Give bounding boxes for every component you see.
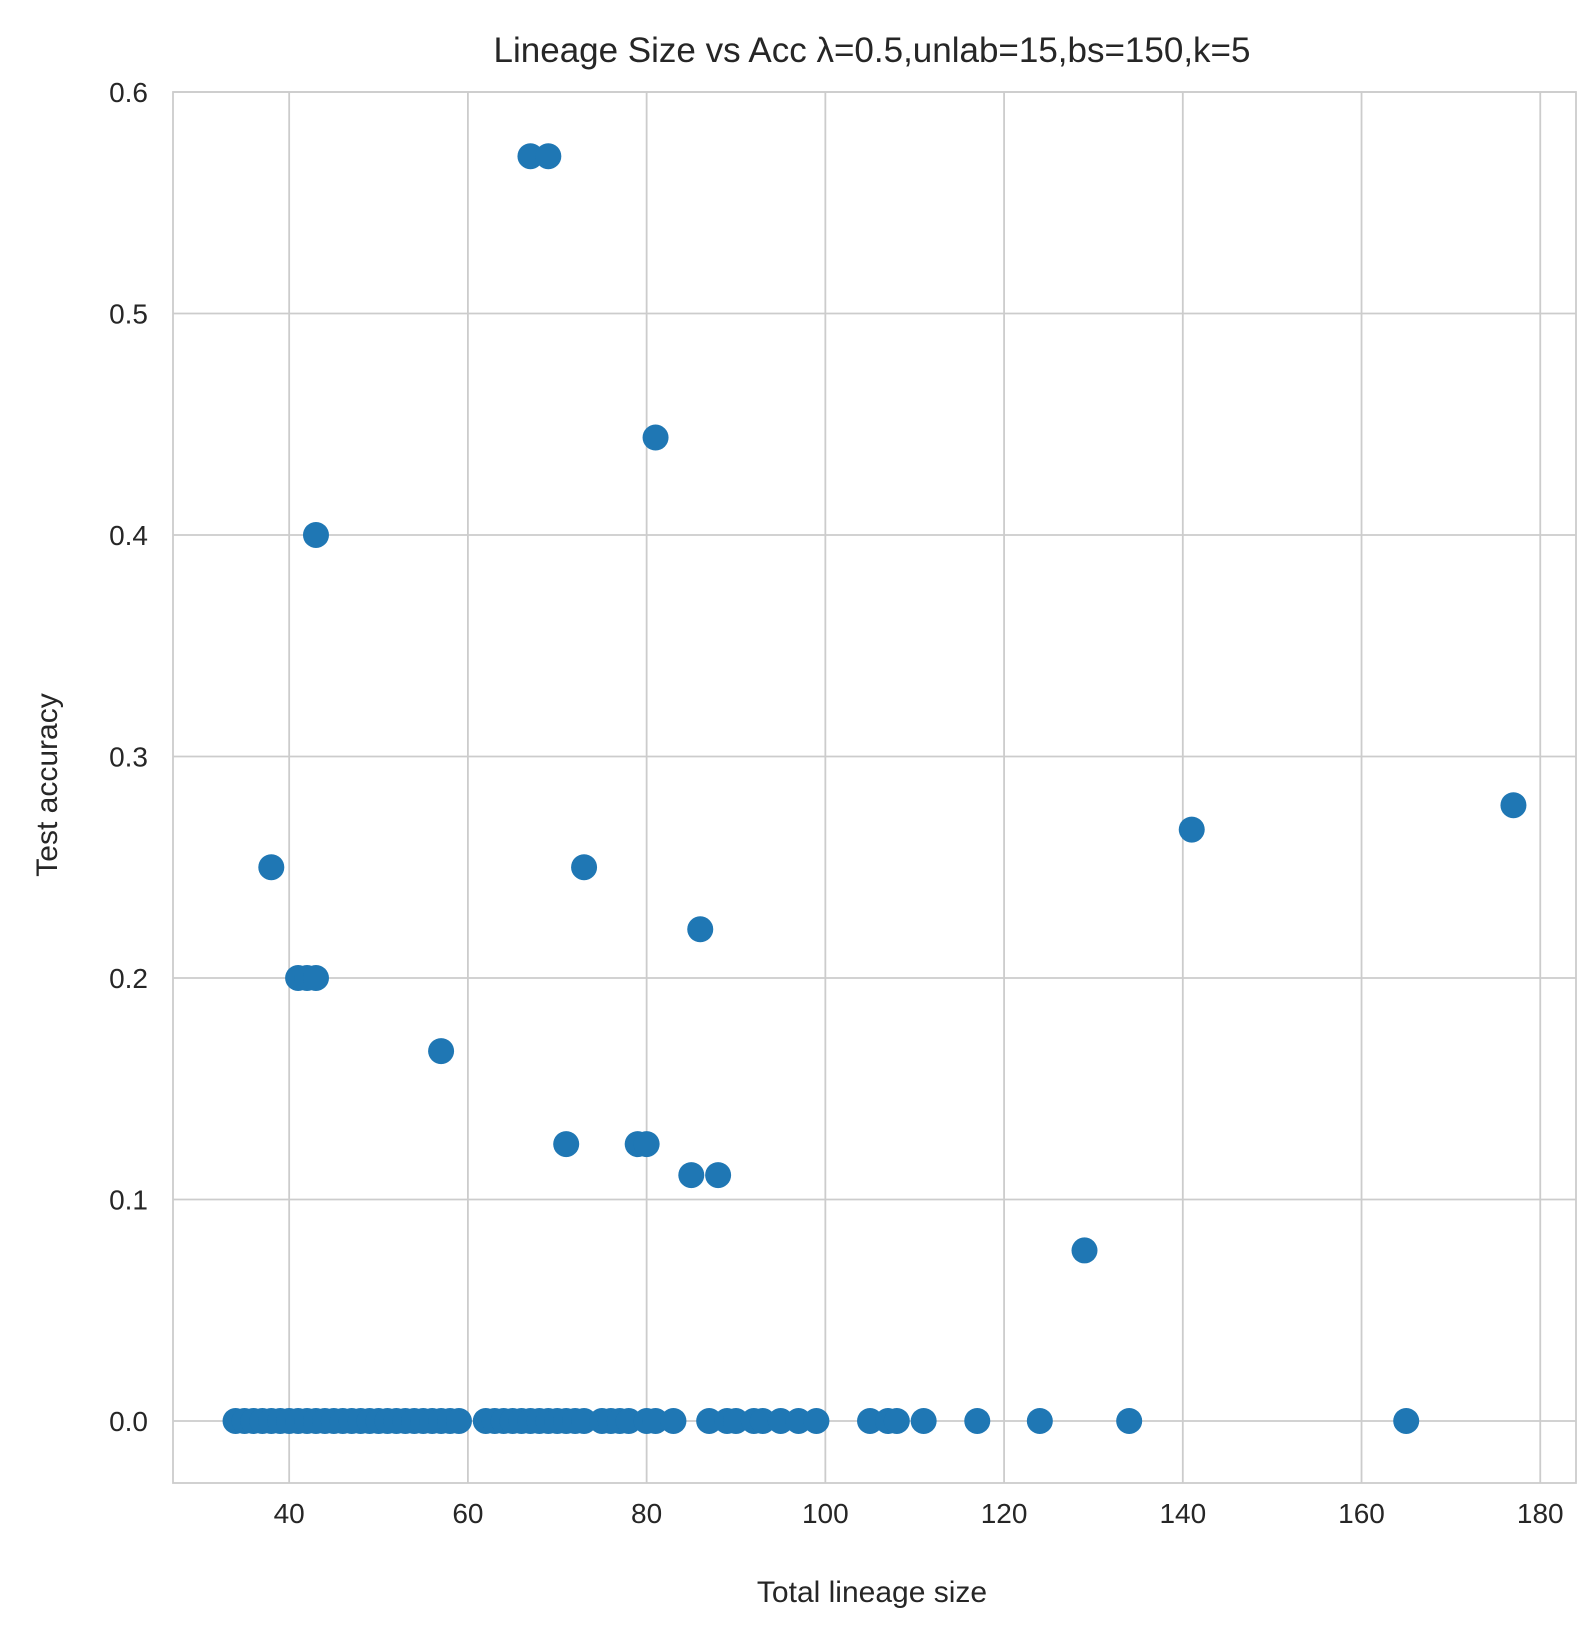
y-tick-label: 0.1 — [109, 1184, 148, 1215]
data-point — [633, 1131, 660, 1158]
data-point — [445, 1407, 472, 1434]
data-point — [767, 1407, 794, 1434]
data-point — [749, 1407, 776, 1434]
x-axis-label: Total lineage size — [757, 1576, 987, 1609]
data-point — [1500, 792, 1527, 819]
data-point — [302, 964, 329, 991]
data-point — [302, 521, 329, 548]
data-point — [687, 916, 714, 943]
x-tick-label: 80 — [631, 1498, 662, 1529]
grid-lines — [173, 91, 1576, 1483]
data-point — [803, 1407, 830, 1434]
y-tick-label: 0.6 — [109, 77, 148, 108]
x-tick-label: 40 — [274, 1498, 305, 1529]
x-tick-label: 180 — [1517, 1498, 1564, 1529]
data-point — [910, 1407, 937, 1434]
data-point — [258, 854, 285, 881]
data-point — [1393, 1407, 1420, 1434]
x-tick-label: 120 — [981, 1498, 1028, 1529]
x-tick-label: 100 — [802, 1498, 849, 1529]
data-point — [705, 1162, 732, 1189]
data-point — [428, 1038, 455, 1065]
data-point — [642, 424, 669, 451]
y-axis-label: Test accuracy — [31, 693, 64, 876]
data-point — [678, 1162, 705, 1189]
data-point — [1178, 816, 1205, 843]
data-point — [1116, 1407, 1143, 1434]
data-point — [964, 1407, 991, 1434]
data-point — [1026, 1407, 1053, 1434]
y-tick-label: 0.2 — [109, 963, 148, 994]
chart-title: Lineage Size vs Acc λ=0.5,unlab=15,bs=15… — [494, 31, 1251, 70]
y-tick-label: 0.4 — [109, 520, 148, 551]
data-point — [517, 143, 544, 170]
data-point — [722, 1407, 749, 1434]
data-point — [571, 854, 598, 881]
data-point — [553, 1131, 580, 1158]
data-point — [883, 1407, 910, 1434]
y-tick-label: 0.5 — [109, 298, 148, 329]
x-tick-label: 140 — [1159, 1498, 1206, 1529]
data-point — [785, 1407, 812, 1434]
data-point — [857, 1407, 884, 1434]
plot-frame — [172, 91, 1577, 1484]
x-tick-label: 60 — [452, 1498, 483, 1529]
data-point — [642, 1407, 669, 1434]
data-points — [222, 143, 1527, 1434]
y-tick-label: 0.3 — [109, 741, 148, 772]
data-point — [571, 1407, 598, 1434]
y-tick-label: 0.0 — [109, 1406, 148, 1437]
data-point — [615, 1407, 642, 1434]
data-point — [1071, 1237, 1098, 1264]
data-point — [660, 1407, 687, 1434]
data-point — [535, 143, 562, 170]
x-tick-label: 160 — [1338, 1498, 1385, 1529]
tick-labels: 40 60 80 100 120 140 160 180 0.0 0.1 0.2 0.3 0.4 0.5 0… — [109, 77, 1564, 1529]
data-point — [696, 1407, 723, 1434]
